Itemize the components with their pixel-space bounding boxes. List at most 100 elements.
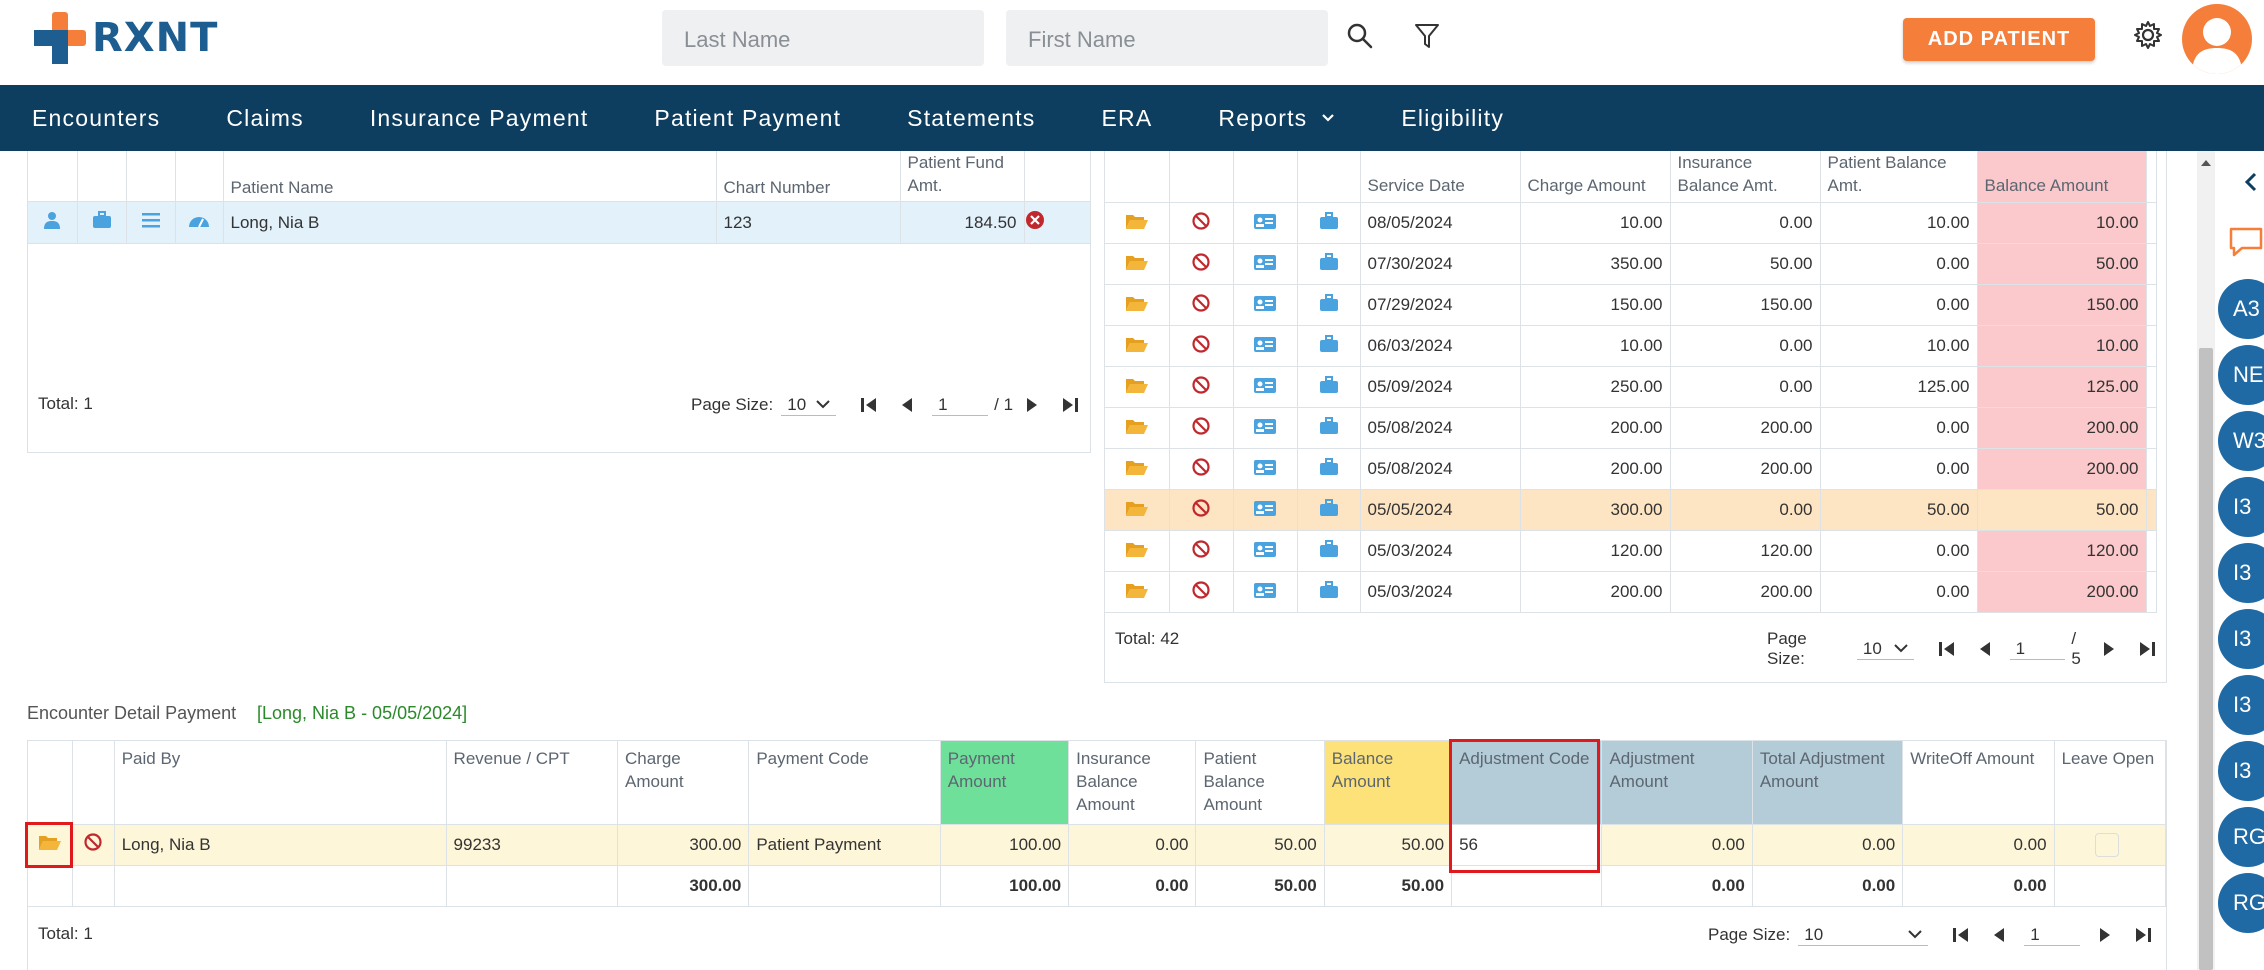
icon-cell[interactable] — [1105, 489, 1170, 531]
nav-era[interactable]: ERA — [1101, 104, 1153, 131]
prev-page-button[interactable] — [896, 394, 918, 416]
col-writeoff-amount[interactable]: WriteOff Amount — [1902, 741, 2055, 825]
filter-icon[interactable] — [1414, 22, 1440, 50]
icon-cell[interactable] — [1297, 202, 1361, 244]
icon-cell[interactable] — [1233, 366, 1298, 408]
nav-eligibility[interactable]: Eligibility — [1401, 104, 1505, 131]
page-size-select[interactable]: 10 — [1798, 925, 1929, 946]
rail-badge[interactable]: NE — [2218, 345, 2264, 405]
icon-cell[interactable] — [1297, 325, 1361, 367]
table-row[interactable]: 06/03/2024 10.00 0.00 10.00 10.00 — [1105, 325, 2157, 367]
col-adjustment-code[interactable]: Adjustment Code — [1451, 741, 1603, 825]
chat-icon[interactable] — [2228, 226, 2264, 258]
icon-cell[interactable] — [1105, 202, 1170, 244]
table-row[interactable]: 05/09/2024 250.00 0.00 125.00 125.00 — [1105, 366, 2157, 408]
nav-statements[interactable]: Statements — [907, 104, 1036, 131]
rail-badge[interactable]: I3 — [2218, 543, 2264, 603]
last-page-button[interactable] — [1059, 394, 1081, 416]
table-row[interactable]: 05/08/2024 200.00 200.00 0.00 200.00 — [1105, 407, 2157, 449]
col-adjustment-amount[interactable]: Adjustment Amount — [1601, 741, 1753, 825]
icon-cell[interactable] — [175, 201, 224, 244]
rail-badge[interactable]: I3 — [2218, 675, 2264, 735]
col-patient-fund[interactable]: Patient Fund Amt. — [900, 151, 1025, 202]
icon-cell[interactable] — [72, 824, 115, 866]
icon-cell[interactable] — [1297, 284, 1361, 326]
col-balance-amount[interactable]: Balance Amount — [1324, 741, 1453, 825]
icon-cell[interactable] — [1297, 571, 1361, 613]
icon-cell[interactable] — [1105, 243, 1170, 285]
col-paid-by[interactable]: Paid By — [114, 741, 447, 825]
icon-cell[interactable] — [1233, 325, 1298, 367]
page-number-input[interactable]: 1 — [2024, 925, 2081, 946]
nav-patient-payment[interactable]: Patient Payment — [654, 104, 842, 131]
col-service-date[interactable]: Service Date — [1360, 151, 1521, 203]
prev-page-button[interactable] — [1988, 924, 2010, 946]
first-page-button[interactable] — [1936, 638, 1958, 660]
chevron-left-icon[interactable] — [2244, 172, 2258, 192]
page-size-select[interactable]: 10 — [781, 395, 837, 416]
col-charge-amount[interactable]: Charge Amount — [1520, 151, 1671, 203]
payment-code-cell[interactable]: Patient Payment — [748, 824, 941, 866]
icon-cell[interactable] — [1297, 489, 1361, 531]
page-number-input[interactable]: 1 — [2009, 639, 2066, 660]
rail-badge[interactable]: W3 — [2218, 411, 2264, 471]
rail-badge[interactable]: RG — [2218, 873, 2264, 933]
icon-cell[interactable] — [1105, 571, 1170, 613]
icon-cell[interactable] — [1297, 448, 1361, 490]
icon-cell[interactable] — [28, 201, 78, 244]
table-row[interactable]: 07/29/2024 150.00 150.00 0.00 150.00 — [1105, 284, 2157, 326]
prev-page-button[interactable] — [1974, 638, 1996, 660]
icon-cell[interactable] — [126, 201, 176, 244]
icon-cell[interactable] — [1233, 571, 1298, 613]
gear-icon[interactable] — [2133, 20, 2163, 50]
icon-cell[interactable] — [1169, 243, 1234, 285]
icon-cell[interactable] — [1105, 407, 1170, 449]
icon-cell[interactable] — [1233, 243, 1298, 285]
table-row[interactable]: Long, Nia B 123 184.50 — [28, 201, 1091, 244]
icon-cell[interactable] — [1169, 489, 1234, 531]
remove-cell[interactable] — [1024, 201, 1091, 244]
icon-cell[interactable] — [1297, 407, 1361, 449]
icon-cell[interactable] — [1169, 448, 1234, 490]
table-row[interactable]: 05/03/2024 120.00 120.00 0.00 120.00 — [1105, 530, 2157, 572]
leave-open-cell[interactable] — [2054, 824, 2167, 866]
icon-cell[interactable] — [1105, 448, 1170, 490]
page-number-input[interactable]: 1 — [932, 395, 989, 416]
icon-cell[interactable] — [1105, 366, 1170, 408]
adjustment-amount-cell[interactable]: 0.00 — [1601, 824, 1753, 866]
icon-cell[interactable] — [1233, 284, 1298, 326]
col-patient-name[interactable]: Patient Name — [223, 151, 717, 202]
rail-badge[interactable]: I3 — [2218, 741, 2264, 801]
icon-cell[interactable] — [1169, 530, 1234, 572]
table-row[interactable]: 07/30/2024 350.00 50.00 0.00 50.00 — [1105, 243, 2157, 285]
col-payment-amount[interactable]: Payment Amount — [940, 741, 1070, 825]
icon-cell[interactable] — [1297, 366, 1361, 408]
adjustment-code-input[interactable]: 56 — [1451, 824, 1603, 866]
icon-cell[interactable] — [1169, 202, 1234, 244]
icon-cell[interactable] — [1297, 530, 1361, 572]
rail-badge[interactable]: I3 — [2218, 477, 2264, 537]
table-row[interactable]: 05/05/2024 300.00 0.00 50.00 50.00 — [1105, 489, 2157, 531]
table-row[interactable]: 05/08/2024 200.00 200.00 0.00 200.00 — [1105, 448, 2157, 490]
icon-cell[interactable] — [1169, 366, 1234, 408]
nav-insurance-payment[interactable]: Insurance Payment — [369, 104, 589, 131]
rail-badge[interactable]: RG — [2218, 807, 2264, 867]
col-insurance-balance[interactable]: Insurance Balance Amount — [1068, 741, 1197, 825]
nav-claims[interactable]: Claims — [226, 104, 304, 131]
col-charge-amount[interactable]: Charge Amount — [617, 741, 750, 825]
icon-cell[interactable] — [1169, 325, 1234, 367]
rail-badge[interactable]: A3 — [2218, 279, 2264, 339]
col-insurance-balance[interactable]: Insurance Balance Amt. — [1670, 151, 1821, 203]
last-page-button[interactable] — [2136, 638, 2158, 660]
first-page-button[interactable] — [1950, 924, 1972, 946]
col-total-adjustment[interactable]: Total Adjustment Amount — [1752, 741, 1904, 825]
last-page-button[interactable] — [2132, 924, 2154, 946]
scrollbar-thumb[interactable] — [2199, 348, 2213, 970]
leave-open-checkbox[interactable] — [2094, 832, 2119, 857]
icon-cell[interactable] — [1105, 325, 1170, 367]
detail-row[interactable]: Long, Nia B 99233 300.00 Patient Payment… — [28, 824, 2167, 866]
rail-badge[interactable]: I3 — [2218, 609, 2264, 669]
user-avatar[interactable] — [2182, 4, 2252, 74]
col-payment-code[interactable]: Payment Code — [748, 741, 941, 825]
icon-cell[interactable] — [1169, 284, 1234, 326]
